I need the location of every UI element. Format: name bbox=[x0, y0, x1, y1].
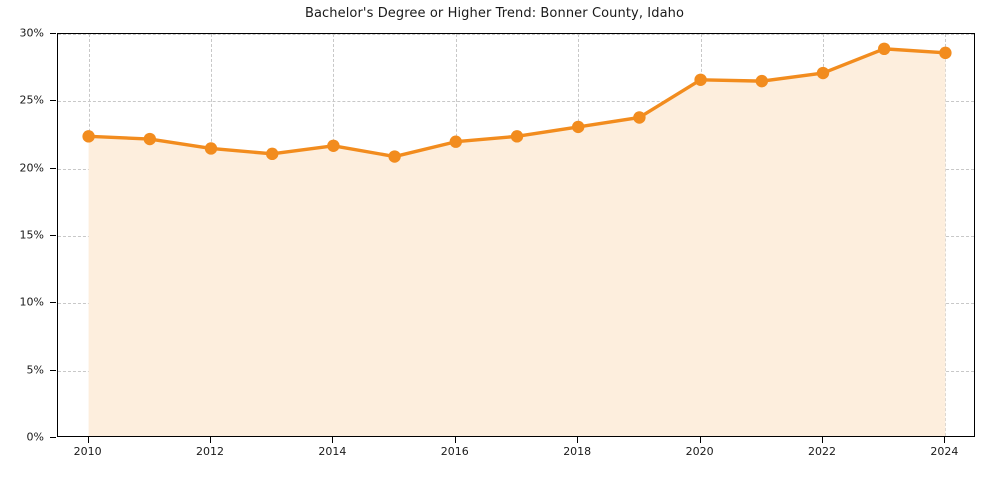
data-point-2013 bbox=[266, 147, 279, 161]
y-tick-label: 10% bbox=[19, 295, 44, 309]
x-tick-label: 2010 bbox=[73, 445, 102, 458]
x-tick-mark bbox=[699, 437, 701, 443]
y-tick-mark bbox=[50, 167, 56, 169]
data-point-2010 bbox=[82, 130, 95, 143]
y-tick-label: 20% bbox=[19, 161, 44, 175]
data-point-2015 bbox=[388, 150, 401, 163]
y-tick-label: 15% bbox=[19, 228, 44, 242]
chart-title: Bachelor's Degree or Higher Trend: Bonne… bbox=[304, 6, 685, 21]
y-axis-tick-labels: 0% 5% 10% 15% 20% 25% 30% bbox=[0, 27, 44, 444]
x-tick-mark bbox=[944, 437, 946, 443]
x-tick-label: 2016 bbox=[440, 445, 469, 458]
x-tick-mark bbox=[87, 437, 89, 443]
data-point-2016 bbox=[449, 135, 462, 148]
x-tick-mark bbox=[822, 437, 823, 443]
y-tick-mark bbox=[50, 100, 56, 102]
x-tick-label: 2024 bbox=[930, 445, 959, 458]
area-fill bbox=[88, 48, 946, 436]
y-tick-mark bbox=[50, 235, 56, 236]
data-point-2022 bbox=[816, 66, 830, 80]
x-tick-label: 2014 bbox=[318, 445, 347, 458]
y-tick-mark bbox=[50, 369, 56, 371]
x-tick-mark bbox=[332, 437, 334, 443]
data-point-2018 bbox=[572, 120, 585, 134]
x-tick-label: 2020 bbox=[685, 445, 714, 458]
data-point-2020 bbox=[694, 73, 707, 86]
y-tick-mark bbox=[50, 437, 56, 438]
y-tick-mark bbox=[50, 33, 56, 34]
plot-area bbox=[57, 33, 975, 437]
x-tick-label: 2022 bbox=[808, 445, 836, 458]
y-axis-tick-marks bbox=[0, 33, 57, 438]
x-tick-label: 2018 bbox=[563, 445, 592, 458]
data-point-2012 bbox=[204, 142, 218, 155]
y-tick-label: 0% bbox=[26, 430, 44, 444]
data-point-2014 bbox=[327, 139, 340, 152]
data-point-2011 bbox=[143, 132, 156, 146]
x-tick-mark bbox=[577, 437, 579, 443]
x-axis-tick-row: 2010 2012 2014 2016 2018 2020 2022 2024 bbox=[0, 437, 989, 482]
plot-inner bbox=[58, 34, 974, 436]
x-tick-mark bbox=[210, 437, 211, 443]
data-point-2021 bbox=[755, 74, 768, 88]
gridline-y-25% bbox=[58, 101, 974, 103]
x-tick-mark bbox=[454, 437, 456, 443]
y-tick-label: 25% bbox=[19, 93, 44, 107]
data-point-2023 bbox=[878, 42, 891, 56]
y-tick-mark bbox=[50, 302, 56, 304]
data-point-markers bbox=[82, 42, 952, 163]
series-line-chart bbox=[82, 42, 952, 436]
y-tick-label: 30% bbox=[19, 26, 44, 40]
data-point-2017 bbox=[510, 130, 524, 143]
gridline-x-2024 bbox=[945, 34, 947, 436]
x-tick-label: 2012 bbox=[196, 445, 224, 458]
data-point-2019 bbox=[633, 111, 646, 124]
data-point-2024 bbox=[939, 46, 952, 60]
y-tick-label: 5% bbox=[26, 363, 44, 377]
gridline-y-30% bbox=[58, 34, 974, 35]
